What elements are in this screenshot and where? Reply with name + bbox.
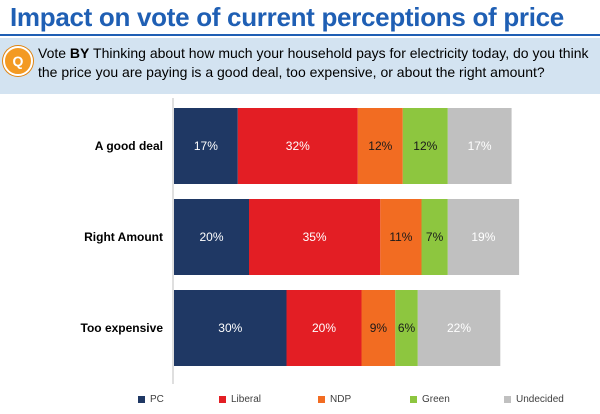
question-text: Vote BY Thinking about how much your hou… — [38, 44, 594, 82]
category-label-a-good-deal: A good deal — [95, 139, 163, 153]
legend-item-pc: PC — [138, 394, 164, 405]
category-label-too-expensive: Too expensive — [81, 321, 164, 335]
bar-pc-too-expensive — [174, 290, 287, 366]
legend-item-ndp: NDP — [318, 394, 351, 405]
title-underline — [0, 34, 600, 36]
legend-label-ndp: NDP — [330, 394, 352, 405]
legend: PC Liberal NDP Green Undecided — [0, 394, 600, 410]
question-prefix: Vote — [38, 45, 70, 61]
bar-ndp-a-good-deal — [357, 108, 403, 184]
data-label-ndp-right-amount: 11% — [389, 230, 412, 244]
bar-undecided-too-expensive — [417, 290, 501, 366]
stacked-bar-chart: A good deal 17% 32% 12% 12% 17% Right Amount 20… — [81, 98, 520, 384]
legend-item-green: Green — [410, 394, 450, 405]
legend-item-liberal: Liberal — [219, 394, 261, 405]
legend-label-pc: PC — [150, 394, 164, 405]
legend-item-undecided: Undecided — [504, 394, 564, 405]
bar-undecided-right-amount — [447, 199, 520, 275]
bar-green-too-expensive — [395, 290, 418, 366]
bar-pc-a-good-deal — [174, 108, 238, 184]
category-label-right-amount: Right Amount — [84, 230, 163, 244]
data-label-liberal-too-expensive: 20% — [312, 321, 336, 335]
question-body: Thinking about how much your household p… — [38, 45, 589, 80]
data-label-pc-too-expensive: 30% — [218, 321, 242, 335]
bar-green-a-good-deal — [402, 108, 448, 184]
data-label-green-a-good-deal: 12% — [413, 139, 437, 153]
data-label-green-right-amount: 7% — [426, 230, 444, 244]
data-label-ndp-a-good-deal: 12% — [368, 139, 392, 153]
bar-liberal-too-expensive — [286, 290, 362, 366]
legend-label-liberal: Liberal — [231, 394, 262, 405]
legend-label-undecided: Undecided — [516, 394, 564, 405]
data-label-ndp-too-expensive: 9% — [370, 321, 388, 335]
data-label-undecided-too-expensive: 22% — [447, 321, 471, 335]
bar-ndp-too-expensive — [361, 290, 396, 366]
legend-swatch-green — [410, 396, 417, 403]
bar-ndp-right-amount — [380, 199, 422, 275]
legend-swatch-liberal — [219, 396, 226, 403]
bar-green-right-amount — [421, 199, 448, 275]
data-label-liberal-a-good-deal: 32% — [286, 139, 310, 153]
data-label-liberal-right-amount: 35% — [303, 230, 327, 244]
question-box: Q Vote BY Thinking about how much your h… — [0, 38, 600, 94]
data-label-pc-a-good-deal: 17% — [194, 139, 218, 153]
question-bold: BY — [69, 45, 90, 61]
bar-pc-right-amount — [174, 199, 249, 275]
bar-liberal-a-good-deal — [237, 108, 358, 184]
question-badge-icon: Q — [3, 46, 33, 76]
bar-undecided-a-good-deal — [447, 108, 512, 184]
legend-label-green: Green — [422, 394, 450, 405]
data-label-pc-right-amount: 20% — [199, 230, 223, 244]
legend-swatch-ndp — [318, 396, 325, 403]
data-label-undecided-right-amount: 19% — [471, 230, 495, 244]
chart-title: Impact on vote of current perceptions of… — [10, 2, 564, 32]
legend-swatch-pc — [138, 396, 145, 403]
data-label-undecided-a-good-deal: 17% — [468, 139, 492, 153]
data-label-green-too-expensive: 6% — [398, 321, 416, 335]
legend-swatch-undecided — [504, 396, 511, 403]
bar-groups: A good deal 17% 32% 12% 12% 17% Right Amount 20… — [81, 108, 520, 366]
bar-liberal-right-amount — [249, 199, 381, 275]
